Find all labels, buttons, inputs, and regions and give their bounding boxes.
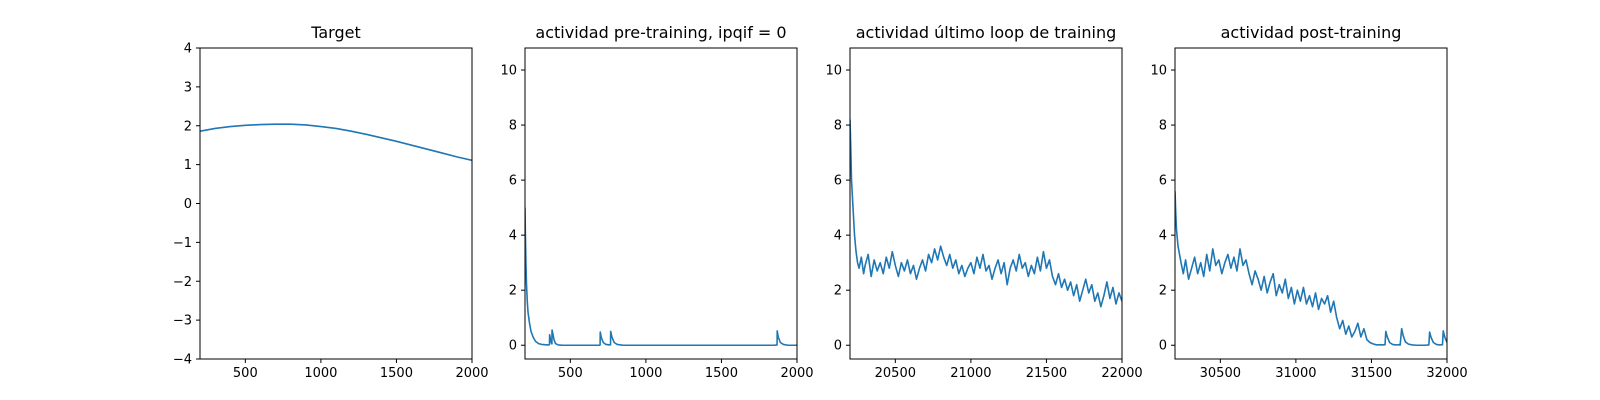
x-tick-label: 1000: [304, 366, 337, 381]
series-line-1: [200, 123, 472, 162]
subplot-2: actividad pre-training, ipqif = 0 500 1000…: [500, 23, 813, 381]
y-tick-label: −1: [173, 236, 192, 251]
x-tick-label: 500: [558, 366, 583, 381]
y-tick-label: 1: [184, 158, 192, 173]
subplot-4: actividad post-training 30500 31000 31500 32…: [1150, 23, 1467, 381]
y-tick-label: 3: [184, 80, 192, 95]
axes-frame: [1174, 47, 1448, 360]
x-tick-label: 21000: [950, 366, 991, 381]
axes-frame: [849, 47, 1123, 360]
y-tick-label: 8: [834, 119, 842, 134]
y-tick-label: 8: [509, 119, 517, 134]
x-tick-label: 21500: [1026, 366, 1067, 381]
y-tick-label: 2: [1159, 284, 1167, 299]
y-tick-label: 2: [184, 119, 192, 134]
y-tick-label: 10: [500, 64, 517, 79]
y-tick-label: 0: [834, 339, 842, 354]
x-tick-label: 20500: [875, 366, 916, 381]
y-tick-label: 4: [1159, 229, 1167, 244]
y-tick-label: 4: [834, 229, 842, 244]
y-tick-label: 2: [834, 284, 842, 299]
x-tick-label: 32000: [1426, 366, 1467, 381]
y-tick-label: 2: [509, 284, 517, 299]
x-tick-label: 1500: [380, 366, 413, 381]
subplot-title: actividad pre-training, ipqif = 0: [535, 23, 786, 42]
subplot-title: actividad post-training: [1221, 23, 1402, 42]
y-tick-label: 10: [1150, 64, 1167, 79]
x-tick-label: 22000: [1101, 366, 1142, 381]
x-tick-label: 31000: [1275, 366, 1316, 381]
subplot-title: Target: [310, 23, 361, 42]
y-tick-label: 0: [509, 339, 517, 354]
y-tick-label: 0: [1159, 339, 1167, 354]
series-line-1: [525, 207, 797, 347]
x-tick-label: 1500: [705, 366, 738, 381]
axes-frame: [524, 47, 798, 360]
x-tick-label: 2000: [455, 366, 488, 381]
y-tick-label: 6: [834, 174, 842, 189]
y-tick-label: 6: [1159, 174, 1167, 189]
series-line-1: [1175, 191, 1447, 347]
x-tick-label: 31500: [1351, 366, 1392, 381]
x-tick-label: 1000: [629, 366, 662, 381]
y-tick-label: 0: [184, 197, 192, 212]
y-tick-label: 4: [509, 229, 517, 244]
y-tick-label: 6: [509, 174, 517, 189]
y-tick-label: −3: [173, 314, 192, 329]
x-tick-label: 30500: [1200, 366, 1241, 381]
y-tick-label: 8: [1159, 119, 1167, 134]
axes-frame: [199, 47, 473, 360]
subplot-title: actividad último loop de training: [856, 23, 1117, 42]
y-tick-label: −2: [173, 275, 192, 290]
y-tick-label: 10: [825, 64, 842, 79]
subplot-1: Target 500 1000 1500 2000 −4 −3 −2 −1 0 1 2 3 4: [173, 23, 489, 381]
series-line-1: [850, 119, 1122, 308]
y-tick-label: 4: [184, 42, 192, 57]
y-tick-label: −4: [173, 353, 192, 368]
x-tick-label: 2000: [780, 366, 813, 381]
x-tick-label: 500: [233, 366, 258, 381]
